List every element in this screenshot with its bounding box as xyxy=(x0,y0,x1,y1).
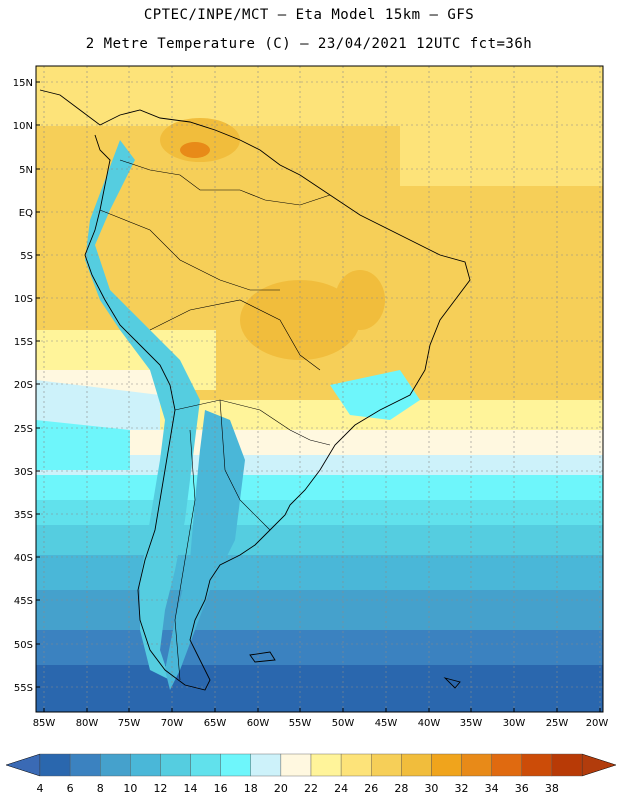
colorbar-label: 8 xyxy=(97,782,104,795)
lon-label: 25W xyxy=(546,718,569,729)
colorbar-swatch xyxy=(371,753,402,777)
lon-label: 65W xyxy=(204,718,227,729)
colorbar-label: 22 xyxy=(304,782,318,795)
lon-label: 45W xyxy=(375,718,398,729)
colorbar-label: 30 xyxy=(424,782,438,795)
map-title-line-2: 2 Metre Temperature (C) – 23/04/2021 12U… xyxy=(85,36,533,52)
colorbar-label: 32 xyxy=(455,782,469,795)
colorbar-label: 38 xyxy=(545,782,559,795)
map-frame xyxy=(35,65,604,713)
colorbar-swatch xyxy=(551,753,583,777)
colorbar-swatch xyxy=(100,753,131,777)
longitude-labels: 85W 80W 75W 70W 65W 60W 55W 50W 45W 40W … xyxy=(33,718,609,729)
lon-label: 75W xyxy=(118,718,141,729)
colorbar-label: 18 xyxy=(244,782,258,795)
colorbar-label: 6 xyxy=(67,782,74,795)
colorbar-label: 28 xyxy=(394,782,408,795)
colorbar-swatch xyxy=(491,753,522,777)
colorbar-swatch xyxy=(160,753,191,777)
lat-label: 35S xyxy=(14,510,33,521)
colorbar-swatch xyxy=(39,753,71,777)
colorbar-label: 34 xyxy=(485,782,499,795)
colorbar-swatch xyxy=(69,753,101,777)
lat-label: 55S xyxy=(14,683,33,694)
colorbar-swatch xyxy=(401,753,432,777)
lat-label: 45S xyxy=(14,596,33,607)
lat-label: 5S xyxy=(20,251,33,262)
colorbar-swatch xyxy=(130,753,161,777)
colorbar-label: 20 xyxy=(274,782,288,795)
colorbar-swatch xyxy=(190,753,221,777)
lat-label: 30S xyxy=(14,467,33,478)
lat-label: 15S xyxy=(14,337,33,348)
colorbar-label: 16 xyxy=(214,782,228,795)
lon-label: 80W xyxy=(76,718,99,729)
latitude-labels: 15N 10N 5N EQ 5S 10S 15S 20S 25S 30S 35S… xyxy=(13,78,33,694)
lon-label: 35W xyxy=(460,718,483,729)
lon-label: 30W xyxy=(503,718,526,729)
temperature-field xyxy=(36,66,603,712)
colorbar-label: 10 xyxy=(123,782,137,795)
colorbar-swatch xyxy=(521,753,553,777)
lat-label: 40S xyxy=(14,553,33,564)
colorbar-swatch xyxy=(250,753,282,777)
colorbar-label: 12 xyxy=(153,782,167,795)
colorbar-label: 24 xyxy=(334,782,348,795)
colorbar-swatch xyxy=(310,753,342,777)
colorbar-swatch xyxy=(220,753,251,777)
colorbar-swatch xyxy=(431,753,462,777)
colorbar-swatch xyxy=(461,753,492,777)
colorbar-label: 14 xyxy=(184,782,198,795)
lon-label: 50W xyxy=(332,718,355,729)
colorbar-swatch xyxy=(340,753,372,777)
colorbar-left-arrow xyxy=(5,753,41,777)
colorbar-right-arrow xyxy=(581,753,617,777)
lat-label: 25S xyxy=(14,424,33,435)
colorbar: 4 6 8 10 12 14 16 18 20 22 24 26 28 30 32 34 36 38 xyxy=(5,753,617,795)
lat-label: 20S xyxy=(14,380,33,391)
colorbar-label: 26 xyxy=(364,782,378,795)
colorbar-label: 36 xyxy=(515,782,529,795)
lat-label: EQ xyxy=(19,208,33,219)
lat-label: 10S xyxy=(14,294,33,305)
lon-label: 55W xyxy=(289,718,312,729)
lat-label: 10N xyxy=(13,121,33,132)
lat-label: 15N xyxy=(13,78,33,89)
map-title-line-1: CPTEC/INPE/MCT – Eta Model 15km – GFS xyxy=(143,7,475,23)
lon-label: 40W xyxy=(418,718,441,729)
lon-label: 60W xyxy=(247,718,270,729)
colorbar-swatch xyxy=(280,753,312,777)
axis-ticks xyxy=(36,81,601,712)
lon-label: 70W xyxy=(161,718,184,729)
lon-label: 85W xyxy=(33,718,56,729)
colorbar-label: 4 xyxy=(37,782,44,795)
coastline xyxy=(39,89,471,691)
lon-label: 20W xyxy=(586,718,609,729)
country-borders xyxy=(99,159,331,681)
lat-label: 5N xyxy=(19,165,33,176)
lat-label: 50S xyxy=(14,640,33,651)
